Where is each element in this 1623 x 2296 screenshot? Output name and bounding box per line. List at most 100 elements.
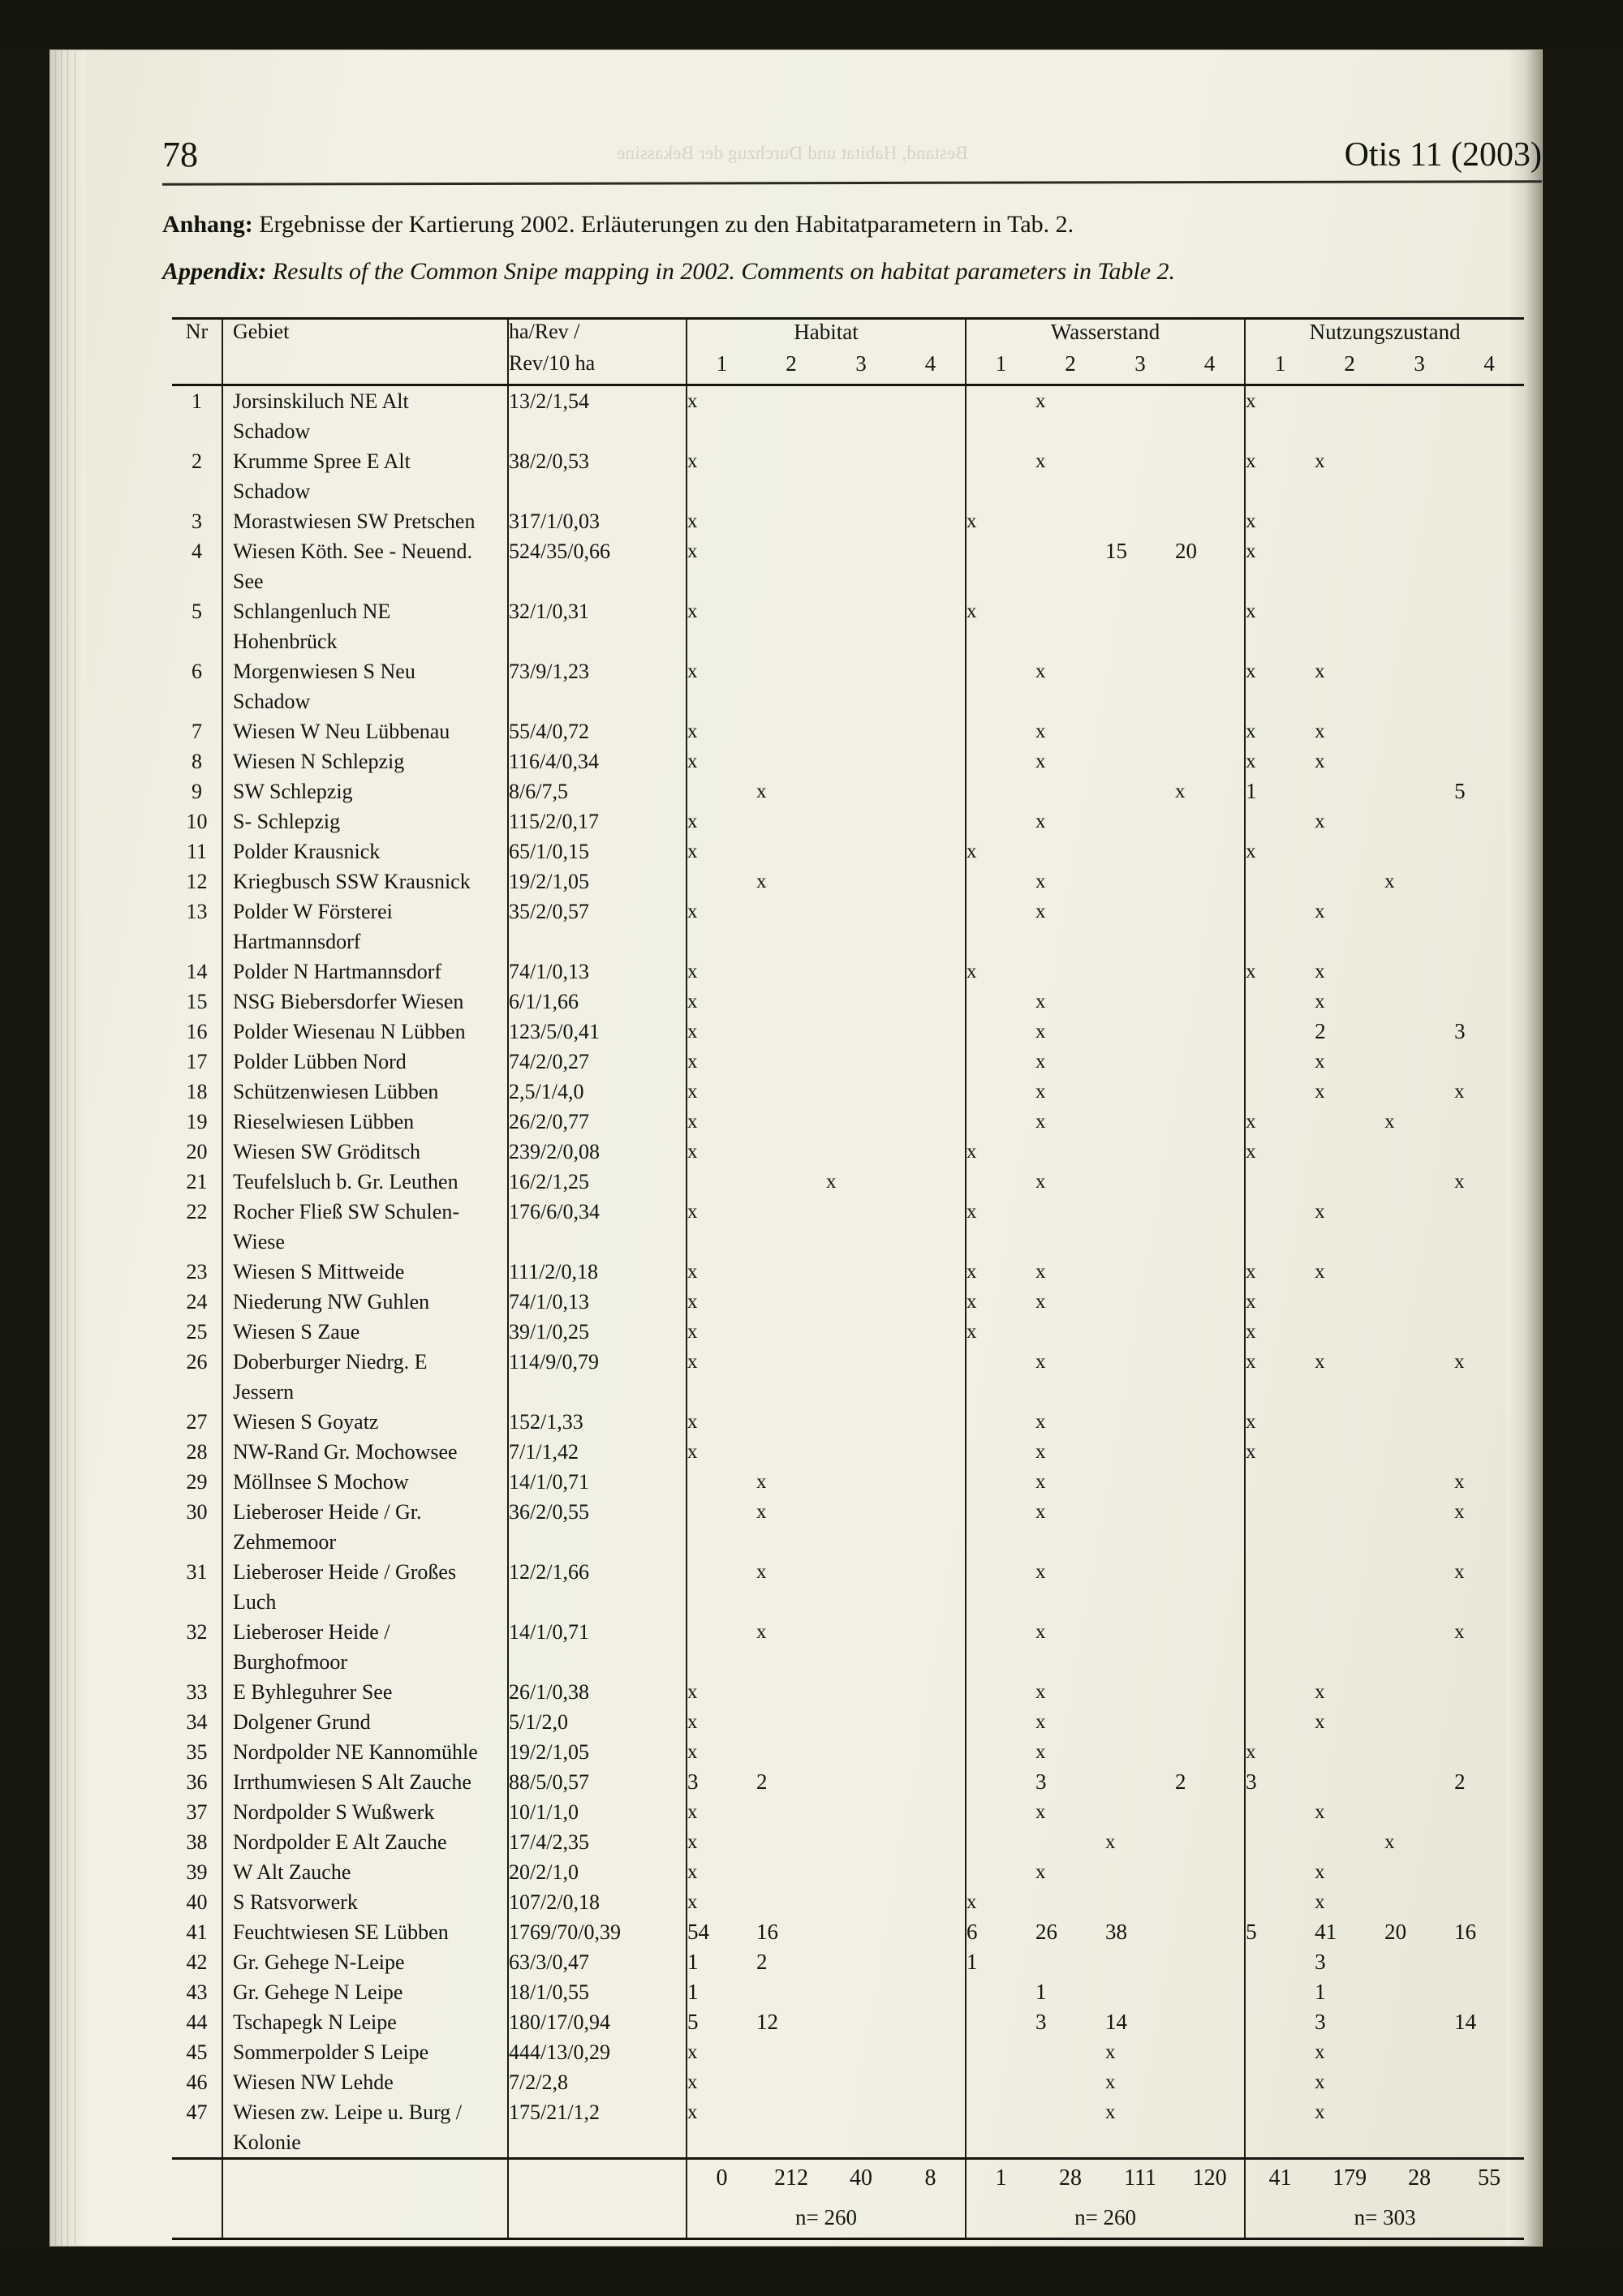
cell-ha-rev: 35/2/0,57 <box>507 896 687 927</box>
cell-wasserstand-2 <box>1035 536 1105 566</box>
cell-marker-empty <box>826 1227 896 1257</box>
cell-marker-empty <box>896 1647 966 1677</box>
cell-ha-rev: 175/21/1,2 <box>507 2097 687 2127</box>
cell-marker-empty <box>1384 1377 1454 1407</box>
cell-habitat-3 <box>826 1017 896 1047</box>
cell-habitat-1: x <box>686 1317 756 1347</box>
cell-wasserstand-3: x <box>1105 2071 1116 2093</box>
th-wasserstand-1: 1 <box>965 350 1036 386</box>
cell-wasserstand-3 <box>1105 1197 1175 1227</box>
cell-nutzung-4 <box>1454 806 1524 836</box>
table-row: 42 Gr. Gehege N-Leipe 63/3/0,47 1 2 1 3 <box>172 1947 1524 1977</box>
cell-nr: 9 <box>192 780 202 803</box>
cell-wasserstand-4 <box>1175 2097 1245 2127</box>
cell-ha-rev: 317/1/0,03 <box>507 506 687 536</box>
cell-habitat-2 <box>756 1677 826 1707</box>
cell-wasserstand-4 <box>1175 506 1245 536</box>
cell-ha-rev: 16/2/1,25 <box>507 1167 687 1197</box>
cell-wasserstand-2: x <box>1035 1261 1046 1283</box>
cell-nutzung-4: x <box>1454 1471 1465 1493</box>
cell-nutzung-3 <box>1384 1677 1454 1707</box>
cell-nutzung-1 <box>1244 1197 1315 1227</box>
cell-nutzung-4 <box>1454 385 1524 417</box>
cell-ha-rev: 180/17/0,94 <box>507 2007 687 2037</box>
cell-nr: 34 <box>186 1710 208 1734</box>
cell-habitat-1: 1 <box>686 1947 756 1977</box>
cell-habitat-3: x <box>826 1171 837 1193</box>
cell-marker-empty <box>1244 927 1315 957</box>
cell-wasserstand-1 <box>965 1497 1036 1527</box>
table-row-continuation: See <box>172 566 1524 596</box>
cell-nutzung-1: x <box>1244 656 1315 686</box>
cell-marker-empty <box>826 626 896 656</box>
cell-gebiet-line2: Kolonie <box>222 2127 508 2159</box>
th-spacer-gebiet <box>222 350 508 386</box>
cell-nutzung-4: 16 <box>1454 1920 1477 1944</box>
table-row-continuation: Hartmannsdorf <box>172 927 1524 957</box>
cell-ha-rev: 6/1/1,66 <box>507 987 687 1017</box>
th-nutzung-2: 2 <box>1315 350 1385 386</box>
table-row: 15 NSG Biebersdorfer Wiesen 6/1/1,66 x x x <box>172 987 1524 1017</box>
cell-ha-rev: 10/1/1,0 <box>507 1797 687 1827</box>
cell-wasserstand-4 <box>1175 806 1245 836</box>
cell-habitat-4 <box>896 1827 966 1857</box>
table-row: 8 Wiesen N Schlepzig 116/4/0,34 x x x x <box>172 746 1524 776</box>
cell-habitat-2 <box>756 2067 826 2097</box>
cell-habitat-3 <box>826 1797 896 1827</box>
cell-wasserstand-2 <box>1035 596 1105 626</box>
cell-habitat-3 <box>826 1287 896 1317</box>
cell-nutzung-4 <box>1454 1947 1524 1977</box>
cell-nutzung-4: x <box>1454 1621 1465 1643</box>
cell-marker-empty <box>1454 476 1524 506</box>
cell-ha-rev: 74/2/0,27 <box>507 1047 687 1077</box>
cell-habitat-1: x <box>686 1437 756 1467</box>
cell-marker-empty <box>686 1377 756 1407</box>
cell-nutzung-4 <box>1454 1857 1524 1887</box>
cell-marker-empty <box>1454 416 1524 446</box>
th-nutzungszustand: Nutzungszustand <box>1244 317 1525 351</box>
cell-nr: 6 <box>192 660 202 683</box>
cell-habitat-3 <box>826 1497 896 1527</box>
cell-habitat-3 <box>826 1467 896 1497</box>
cell-habitat-3 <box>826 1827 896 1857</box>
cell-nr: 23 <box>186 1260 208 1283</box>
cell-marker-empty <box>1175 1377 1245 1407</box>
cell-habitat-4 <box>896 1677 966 1707</box>
cell-nutzung-4 <box>1454 1827 1524 1857</box>
cell-marker-empty <box>896 1587 966 1617</box>
cell-ha-rev: 17/4/2,35 <box>507 1827 687 1857</box>
cell-nutzung-2 <box>1315 1557 1384 1587</box>
cell-wasserstand-4 <box>1175 446 1245 476</box>
cell-nr: 12 <box>186 870 208 893</box>
cell-habitat-2: 2 <box>756 1769 768 1794</box>
cell-marker-empty <box>826 416 896 446</box>
cell-wasserstand-1 <box>965 1347 1036 1377</box>
cell-wasserstand-4 <box>1175 1317 1245 1347</box>
cell-habitat-3 <box>826 716 896 746</box>
cell-wasserstand-2: x <box>1035 1411 1046 1433</box>
cell-nr: 36 <box>186 1770 208 1794</box>
cell-wasserstand-1 <box>965 1797 1036 1827</box>
cell-marker-empty <box>896 1227 966 1257</box>
th-spacer-nr <box>172 350 222 386</box>
cell-habitat-3 <box>826 1047 896 1077</box>
cell-wasserstand-4 <box>1175 1077 1245 1107</box>
cell-ha-rev: 36/2/0,55 <box>507 1497 687 1527</box>
cell-nr: 15 <box>186 990 208 1013</box>
cell-habitat-2 <box>756 446 826 476</box>
cell-wasserstand-2: x <box>1035 1711 1046 1733</box>
cell-wasserstand-1 <box>965 1827 1036 1857</box>
cell-marker-empty <box>1105 1527 1175 1557</box>
cell-wasserstand-2: x <box>1035 1561 1046 1583</box>
cell-nutzung-3 <box>1384 987 1454 1017</box>
cell-wasserstand-1 <box>965 1407 1036 1437</box>
cell-marker-empty <box>965 1647 1036 1677</box>
cell-wasserstand-4 <box>1175 2067 1245 2097</box>
total-wasserstand-1: 1 <box>965 2157 1036 2197</box>
cell-habitat-3 <box>826 596 896 626</box>
cell-habitat-2 <box>756 1797 826 1827</box>
cell-habitat-4 <box>896 776 966 806</box>
cell-nutzung-4 <box>1454 1677 1524 1707</box>
cell-habitat-2 <box>756 836 826 866</box>
cell-nutzung-1 <box>1244 1617 1315 1647</box>
